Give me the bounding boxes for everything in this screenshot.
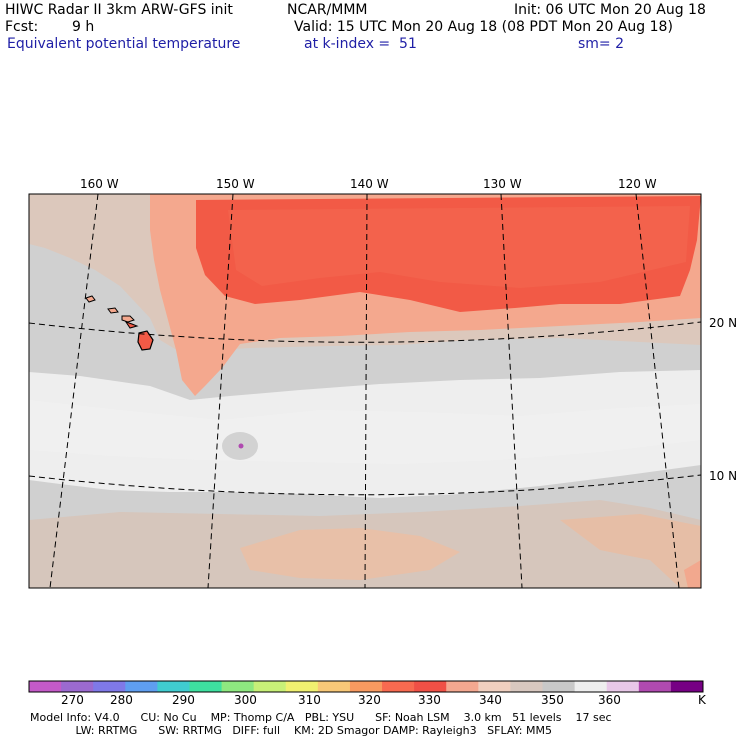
lat-label-20n: 20 N <box>709 316 737 330</box>
island-kauai <box>85 295 96 303</box>
smoothing-value: sm= 2 <box>578 36 625 52</box>
level-index: at k-index = 51 <box>304 36 417 52</box>
colorbar-swatch <box>157 681 190 692</box>
lon-label-120w: 120 W <box>618 177 657 191</box>
bottom-right-patch <box>560 514 701 588</box>
colorbar-swatch <box>542 681 576 692</box>
meridian-120w <box>635 193 680 589</box>
colorbar-unit: K <box>698 693 707 707</box>
colorbar-swatch <box>638 681 672 692</box>
map-frame <box>28 193 702 589</box>
island-maui <box>124 321 139 329</box>
colorbar-tick-330: 330 <box>418 693 441 707</box>
colorbar <box>28 680 704 693</box>
colorbar-swatch <box>125 681 158 692</box>
colorbar-swatch <box>29 681 62 692</box>
meridian-160w <box>49 193 99 589</box>
meridian-150w <box>207 193 234 589</box>
colorbar-swatch <box>670 681 704 692</box>
colorbar-tick-270: 270 <box>61 693 84 707</box>
init-time: Init: 06 UTC Mon 20 Aug 18 <box>514 2 706 18</box>
island-oahu <box>107 307 119 314</box>
corner-salmon-patch <box>684 560 701 588</box>
bottom-salmon-patch <box>240 528 460 580</box>
colorbar-tick-290: 290 <box>172 693 195 707</box>
colorbar-frame <box>28 680 704 693</box>
colorbar-tick-280: 280 <box>110 693 133 707</box>
high-theta-core-inner <box>228 206 690 288</box>
colorbar-swatch <box>478 681 511 692</box>
storm-center <box>238 443 244 449</box>
low-theta-core <box>29 400 701 464</box>
colorbar-tick-360: 360 <box>598 693 621 707</box>
meridian-140w <box>364 193 368 589</box>
lat-label-10n: 10 N <box>709 469 737 483</box>
lon-label-150w: 150 W <box>216 177 255 191</box>
valid-time: Valid: 15 UTC Mon 20 Aug 18 (08 PDT Mon … <box>294 19 673 35</box>
model-info-line-2: LW: RRTMG SW: RRTMG DIFF: full KM: 2D Sm… <box>30 724 552 737</box>
forecast-hour: 9 h <box>72 19 95 35</box>
hawaiian-islands <box>85 295 154 351</box>
island-big-island <box>137 330 154 351</box>
model-info-line-1: Model Info: V4.0 CU: No Cu MP: Thomp C/A… <box>30 711 612 724</box>
colorbar-swatch <box>221 681 255 692</box>
colorbar-swatch <box>414 681 447 692</box>
lon-label-130w: 130 W <box>483 177 522 191</box>
colorbar-swatch <box>510 681 544 692</box>
colorbar-swatch <box>574 681 608 692</box>
forecast-label: Fcst: <box>5 19 39 35</box>
graticule <box>28 193 702 589</box>
colorbar-tick-300: 300 <box>234 693 257 707</box>
colorbar-swatch <box>253 681 287 692</box>
colorbar-swatch <box>446 681 479 692</box>
lon-label-160w: 160 W <box>80 177 119 191</box>
colorbar-tick-310: 310 <box>298 693 321 707</box>
field-name: Equivalent potential temperature <box>7 36 241 52</box>
lon-label-140w: 140 W <box>350 177 389 191</box>
colorbar-swatch <box>93 681 126 692</box>
colorbar-swatch <box>349 681 383 692</box>
meridian-130w <box>500 193 523 589</box>
colorbar-labels: 270 280 290 300 310 320 330 340 350 360 … <box>61 693 707 707</box>
colorbar-swatch <box>382 681 415 692</box>
theta-e-field <box>29 194 701 588</box>
colorbar-tick-320: 320 <box>358 693 381 707</box>
colorbar-tick-340: 340 <box>479 693 502 707</box>
parallel-20n <box>28 321 702 343</box>
colorbar-swatch <box>285 681 319 692</box>
colorbar-swatch <box>61 681 94 692</box>
parallel-10n <box>28 474 702 496</box>
colorbar-tick-350: 350 <box>541 693 564 707</box>
organization-label: NCAR/MMM <box>287 2 368 18</box>
island-molokai <box>121 315 135 323</box>
colorbar-swatch <box>317 681 351 692</box>
colorbar-swatch <box>606 681 640 692</box>
model-title: HIWC Radar II 3km ARW-GFS init <box>5 2 233 18</box>
colorbar-swatch <box>189 681 223 692</box>
